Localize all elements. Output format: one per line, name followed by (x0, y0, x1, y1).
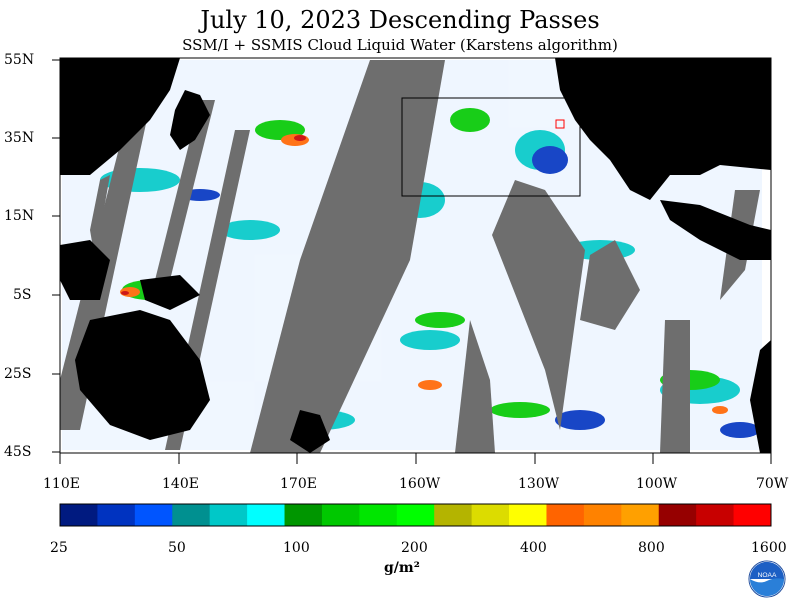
colorbar-label-25: 25 (50, 540, 68, 556)
lon-label-70w: 70W (756, 476, 789, 492)
colorbar-label-400: 400 (520, 540, 547, 556)
lat-label-35n: 35N (4, 130, 35, 146)
lon-label-100w: 100W (636, 476, 678, 492)
colorbar-segment (546, 504, 585, 526)
colorbar-segment (471, 504, 510, 526)
colorbar-segment (247, 504, 286, 526)
region-marker-box (555, 119, 565, 129)
colorbar-segment (172, 504, 211, 526)
colorbar-segment (60, 504, 98, 526)
lat-label-25s: 25S (4, 366, 32, 382)
colorbar-segment (97, 504, 136, 526)
colorbar-segment (284, 504, 323, 526)
colorbar-segment (696, 504, 735, 526)
colorbar-segment (509, 504, 547, 526)
lat-label-45s: 45S (4, 444, 32, 460)
lon-label-140e: 140E (162, 476, 199, 492)
lon-ticks (59, 453, 772, 464)
colorbar-segment (434, 504, 473, 526)
map-title: July 10, 2023 Descending Passes (200, 6, 600, 34)
colorbar-segment (321, 504, 360, 526)
noaa-logo-text: NOAA (758, 572, 777, 579)
lat-label-15n: 15N (4, 208, 35, 224)
colorbar-units: g/m² (384, 560, 420, 576)
colorbar-label-1600: 1600 (751, 540, 787, 556)
colorbar-segment (396, 504, 435, 526)
colorbar-segment (658, 504, 697, 526)
land (60, 58, 771, 453)
noaa-logo-icon: NOAA (748, 560, 786, 598)
lon-label-130w: 130W (518, 476, 560, 492)
region-box (401, 97, 581, 197)
lat-ticks (52, 59, 60, 453)
colorbar-segment (359, 504, 398, 526)
colorbar-label-200: 200 (401, 540, 428, 556)
lon-label-170e: 170E (280, 476, 317, 492)
map-area (59, 57, 772, 454)
colorbar-segment (209, 504, 248, 526)
lon-label-110e: 110E (43, 476, 80, 492)
colorbar-label-800: 800 (638, 540, 665, 556)
colorbar-segment (583, 504, 622, 526)
lat-label-55n: 55N (4, 52, 35, 68)
colorbar-label-50: 50 (168, 540, 186, 556)
lon-label-160w: 160W (399, 476, 441, 492)
colorbar-segment (733, 504, 772, 526)
colorbar (60, 504, 772, 526)
colorbar-segment (134, 504, 173, 526)
colorbar-segment (621, 504, 660, 526)
map-subtitle: SSM/I + SSMIS Cloud Liquid Water (Karste… (182, 36, 618, 54)
colorbar-label-100: 100 (283, 540, 310, 556)
lat-label-5s: 5S (13, 287, 32, 303)
